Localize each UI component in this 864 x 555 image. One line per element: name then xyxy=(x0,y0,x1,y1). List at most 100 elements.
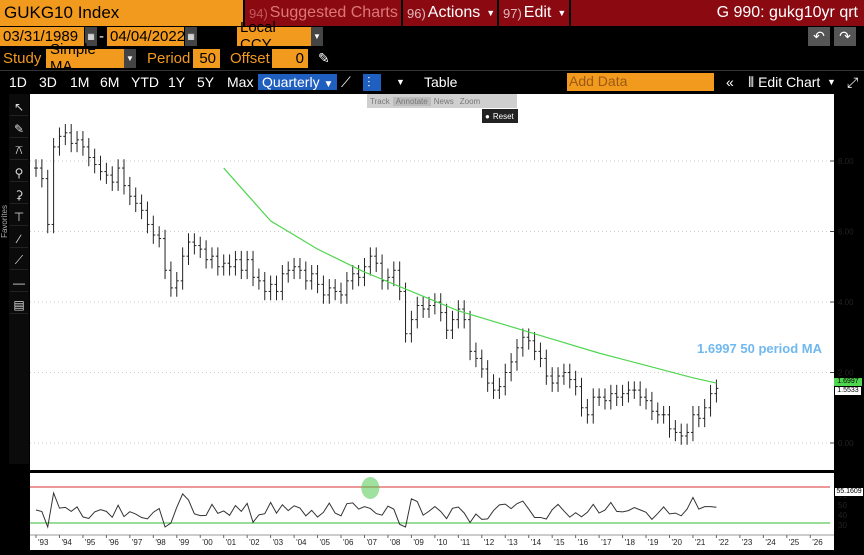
price-chart[interactable]: 60504030 '93'94'95'96'97'98'99'00'01'02'… xyxy=(0,94,864,550)
x-tick-label: '22 xyxy=(718,538,729,547)
reset-label: Reset xyxy=(492,111,514,121)
favorites-label: Favorites xyxy=(0,205,9,238)
chevron-down-icon[interactable]: ▼ xyxy=(311,26,323,46)
y-tick-label: 2.00 xyxy=(838,369,854,378)
horizontal-line-icon[interactable]: — xyxy=(10,274,28,292)
title-bar: GUKG10 Index 94) Suggested Charts 96) Acti… xyxy=(0,0,864,26)
x-tick-label: '06 xyxy=(343,538,354,547)
y-tick-label: 4.00 xyxy=(838,298,854,307)
x-tick-label: '17 xyxy=(601,538,612,547)
track-button[interactable]: Track xyxy=(370,96,390,106)
main-panel xyxy=(30,94,834,470)
pencil-icon[interactable]: ✎ xyxy=(10,120,28,138)
study-bar: Study Simple MA ▼ Period 50 Offset 0 ✎ xyxy=(0,41,864,75)
range-toolbar: 1D 3D 1M 6M YTD 1Y 5Y Max Quarterly ▼ ⟋ … xyxy=(0,70,864,92)
chevron-down-icon[interactable]: ▼ xyxy=(396,77,405,87)
y-tick-label: 8.00 xyxy=(838,157,854,166)
range-icon[interactable]: ⊤ xyxy=(10,208,28,226)
collapse-icon[interactable]: « xyxy=(726,74,734,90)
x-tick-label: '04 xyxy=(296,538,307,547)
range-max[interactable]: Max xyxy=(227,74,254,90)
bar-chart-icon[interactable]: ⫶ xyxy=(363,74,381,91)
x-tick-label: '13 xyxy=(507,538,518,547)
range-3d[interactable]: 3D xyxy=(39,74,57,90)
actions-menu[interactable]: 96) Actions ▼ xyxy=(403,0,497,26)
x-tick-label: '00 xyxy=(202,538,213,547)
currency-select[interactable]: Local CCY xyxy=(237,19,311,53)
ma-line xyxy=(223,167,717,384)
range-1d[interactable]: 1D xyxy=(9,74,27,90)
x-tick-label: '23 xyxy=(742,538,753,547)
start-date-field[interactable]: 03/31/1989 xyxy=(0,26,84,46)
mini-toolbar: Track Annotate News Zoom xyxy=(367,94,517,108)
chevron-down-icon[interactable]: ▼ xyxy=(124,48,136,68)
date-separator: - xyxy=(99,27,104,45)
add-data-input[interactable]: Add Data xyxy=(567,73,714,91)
chevron-down-icon: ▼ xyxy=(323,79,334,90)
x-tick-label: '19 xyxy=(648,538,659,547)
period-field[interactable]: 50 xyxy=(193,48,220,68)
price-last-tag: 1.5533 xyxy=(834,386,862,396)
reset-button[interactable]: ● Reset xyxy=(482,109,518,123)
x-tick-label: '03 xyxy=(273,538,284,547)
pointer-icon[interactable]: ↖ xyxy=(10,98,28,116)
annotate-button[interactable]: Annotate xyxy=(392,96,431,106)
calendar-icon[interactable]: ▦ xyxy=(185,26,197,46)
suggested-num: 94) xyxy=(249,5,268,21)
rsi-last-tag: 55.1609 xyxy=(834,487,864,497)
calendar-icon[interactable]: ▦ xyxy=(85,26,97,46)
period-label: Period xyxy=(147,49,191,67)
study-icon[interactable]: ⚻ xyxy=(10,142,28,160)
x-tick-label: '20 xyxy=(671,538,682,547)
suggested-charts-button[interactable]: 94) Suggested Charts xyxy=(245,0,401,26)
actions-num: 96) xyxy=(407,5,426,21)
table-button[interactable]: Table xyxy=(424,74,458,90)
x-tick-label: '94 xyxy=(61,538,72,547)
reset-icon: ● xyxy=(485,111,490,121)
security-title[interactable]: GUKG10 Index xyxy=(0,0,243,26)
y-tick-label: 0.00 xyxy=(838,439,854,448)
end-date-field[interactable]: 04/04/2022 xyxy=(107,26,185,46)
chevron-down-icon[interactable]: ▼ xyxy=(827,77,836,87)
ma-annotation: 1.6997 50 period MA xyxy=(697,341,822,356)
x-tick-label: '95 xyxy=(85,538,96,547)
edit-label: Edit xyxy=(523,4,552,21)
undo-icon[interactable]: ↶ xyxy=(808,26,830,46)
chart-id: G 990: gukg10yr qrt xyxy=(571,0,864,26)
x-tick-label: '09 xyxy=(413,538,424,547)
channel-icon[interactable]: ▤ xyxy=(10,296,28,314)
edit-num: 97) xyxy=(503,5,522,21)
news-button[interactable]: News xyxy=(433,96,454,106)
range-5y[interactable]: 5Y xyxy=(197,74,215,90)
candle-icon[interactable]: ⚳ xyxy=(10,186,28,204)
range-ytd[interactable]: YTD xyxy=(131,74,159,90)
offset-field[interactable]: 0 xyxy=(272,48,308,68)
frequency-select[interactable]: Quarterly ▼ xyxy=(258,74,338,90)
x-tick-label: '12 xyxy=(484,538,495,547)
x-tick-label: '10 xyxy=(437,538,448,547)
edit-menu[interactable]: 97) Edit ▼ xyxy=(499,0,569,26)
chevron-down-icon: ▼ xyxy=(486,8,496,18)
chart-area[interactable]: 60504030 '93'94'95'96'97'98'99'00'01'02'… xyxy=(0,94,864,550)
x-tick-label: '21 xyxy=(695,538,706,547)
actions-label: Actions xyxy=(427,4,481,21)
rsi-highlight xyxy=(361,477,380,499)
range-6m[interactable]: 6M xyxy=(100,74,120,90)
zoom-button[interactable]: Zoom xyxy=(459,96,481,106)
expand-icon[interactable]: ⤢ xyxy=(847,74,859,90)
line-chart-icon[interactable]: ⟋ xyxy=(341,74,351,90)
x-tick-label: '16 xyxy=(578,538,589,547)
pencil-icon[interactable]: ✎ xyxy=(318,49,330,66)
bars-icon: ⦀ xyxy=(748,74,755,90)
range-1y[interactable]: 1Y xyxy=(168,74,186,90)
x-tick-label: '18 xyxy=(625,538,636,547)
study-select[interactable]: Simple MA xyxy=(46,41,124,75)
edit-chart-button[interactable]: ⦀ Edit Chart xyxy=(748,74,820,91)
trend-icon[interactable]: ⟋ xyxy=(10,252,28,270)
range-1m[interactable]: 1M xyxy=(70,74,90,90)
bar-icon[interactable]: ⚲ xyxy=(10,164,28,182)
line-tool-icon[interactable]: ∕ xyxy=(10,230,28,248)
rsi-tick-label: 40 xyxy=(838,511,847,520)
y-tick-label: 6.00 xyxy=(838,228,854,237)
redo-icon[interactable]: ↷ xyxy=(834,26,856,46)
